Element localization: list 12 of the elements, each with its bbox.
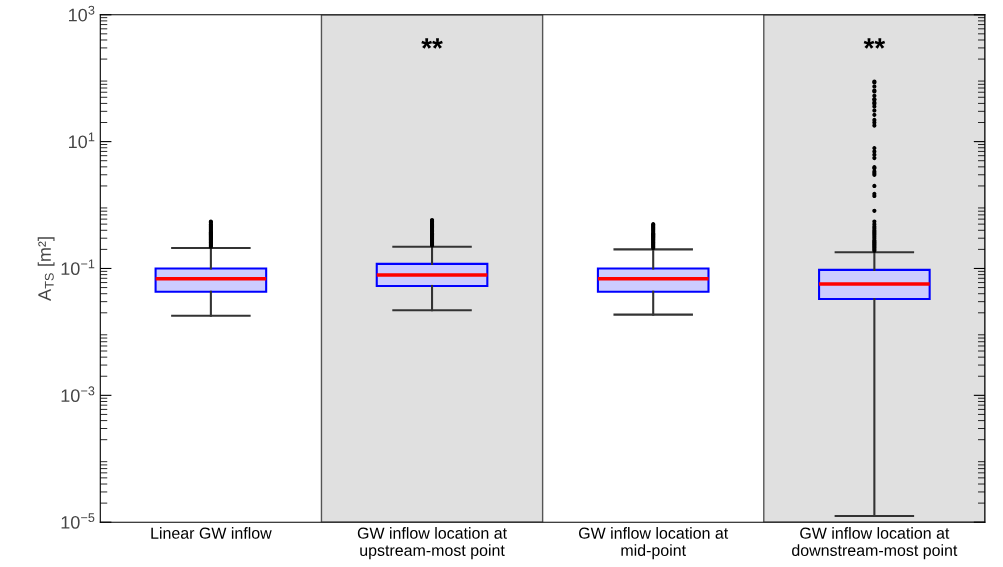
annotation: ** [863, 38, 886, 49]
x-tick-label: GW inflow location at upstream-most point [357, 527, 507, 560]
y-tick-label: 10$^{1}$ [69, 132, 95, 149]
y-tick-label: 10$^{−5}$ [61, 513, 95, 529]
x-tick-label: Linear GW inflow [151, 527, 272, 539]
y-axis-title: A$_{TS}$ [m²] [37, 237, 55, 301]
annotation: ** [421, 38, 443, 49]
y-tick-label: 10$^{−1}$ [61, 259, 95, 276]
y-tick-label: 10$^{−3}$ [61, 386, 95, 403]
x-tick-label: GW inflow location at mid-point [579, 527, 729, 560]
y-tick-label: 10$^{3}$ [69, 5, 95, 22]
x-tick-label: GW inflow location at downstream-most point [792, 527, 958, 560]
